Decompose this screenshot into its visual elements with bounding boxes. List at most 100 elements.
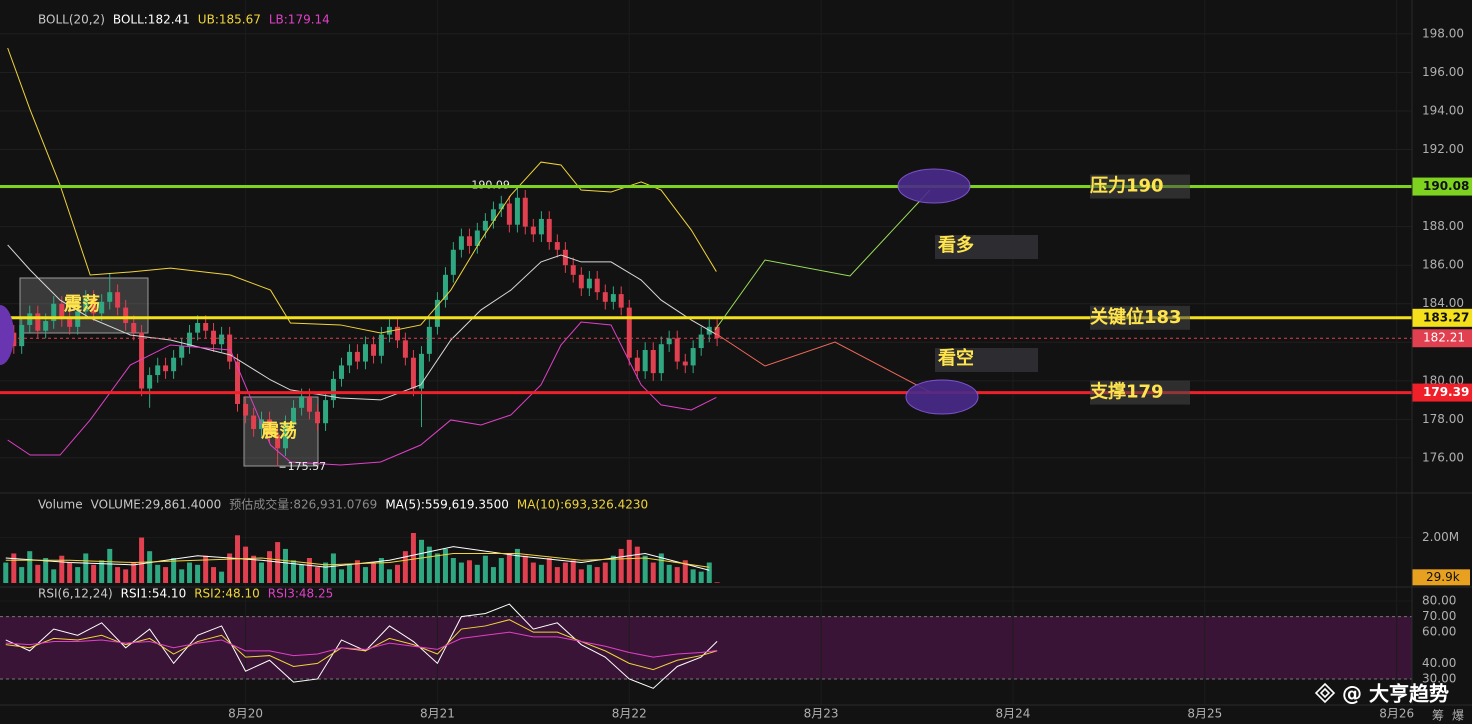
candle-body — [554, 242, 560, 250]
volume-bar — [195, 564, 201, 583]
volume-bar — [634, 546, 640, 583]
candle-body — [67, 319, 73, 327]
volume-bar — [347, 564, 353, 583]
level-tag-label: 179.39 — [1423, 385, 1469, 399]
volume-bar — [506, 553, 512, 583]
volume-bar — [323, 562, 329, 583]
volume-bar — [426, 546, 432, 583]
candle-body — [227, 334, 233, 362]
volume-bar — [19, 567, 25, 583]
volume-bar — [434, 553, 440, 583]
edge-marker — [0, 305, 14, 365]
watermark: @ 大亨趋势 — [1342, 682, 1449, 706]
volume-bar — [75, 567, 81, 583]
volume-bar — [450, 558, 456, 583]
candle-body — [714, 326, 720, 339]
volume-bar — [514, 548, 520, 583]
candle-body — [650, 349, 656, 374]
candle-body — [91, 297, 97, 314]
legend-item: Volume — [38, 498, 83, 512]
level-label-box — [1090, 305, 1190, 330]
candle-body — [147, 375, 153, 389]
candle-body — [107, 292, 113, 302]
candle-body — [395, 326, 401, 341]
last-price-label: 182.21 — [1423, 331, 1465, 345]
x-tick-label: 8月26 — [1379, 707, 1414, 721]
candle-body — [522, 197, 528, 227]
candle-body — [402, 340, 408, 358]
level-label: 关键位183 — [1090, 306, 1182, 328]
extreme-label: 190.09 — [471, 178, 510, 191]
volume-bar — [362, 567, 368, 583]
volume-bar — [83, 553, 89, 583]
y-tick-label: 184.00 — [1422, 296, 1464, 310]
data-layer: 176.00178.00180.00182.00184.00186.00188.… — [0, 13, 1472, 721]
legend-item: MA(10):693,326.4230 — [517, 498, 648, 512]
candle-body — [506, 203, 512, 225]
y-tick-label: 198.00 — [1422, 26, 1464, 40]
candle-body — [338, 365, 344, 379]
volume-bar — [219, 571, 225, 583]
level-tag — [1412, 308, 1472, 327]
candle-body — [570, 265, 576, 275]
candle-body — [618, 294, 624, 308]
candle-body — [235, 361, 241, 404]
legend-item: RSI1:54.10 — [121, 587, 187, 601]
last-price-tag — [1412, 329, 1472, 348]
volume-bar — [203, 555, 209, 583]
volume-bar — [666, 564, 672, 583]
candle-body — [490, 209, 496, 221]
volume-bar — [490, 567, 496, 583]
level-label: 压力190 — [1090, 176, 1164, 197]
candle-body — [275, 434, 281, 449]
candle-body — [163, 365, 169, 372]
volume-bar — [315, 567, 321, 583]
candle-body — [690, 348, 696, 366]
y-tick-label: 186.00 — [1422, 258, 1464, 272]
level-tag-label: 190.08 — [1423, 179, 1469, 193]
volume-bar — [3, 562, 9, 583]
volume-tag-label: 29.9k — [1426, 570, 1460, 584]
volume-bar — [299, 564, 305, 583]
candle-body — [410, 357, 416, 389]
candle-body — [530, 226, 536, 235]
volume-bar — [714, 582, 720, 583]
candle-body — [219, 334, 225, 345]
x-tick-label: 8月20 — [228, 707, 263, 721]
x-tick-label: 8月22 — [612, 707, 647, 721]
y-tick-label: 192.00 — [1422, 142, 1464, 156]
legend-item: VOLUME:29,861.4000 — [91, 498, 222, 512]
candle-body — [602, 292, 608, 302]
volume-bar — [690, 569, 696, 583]
candle-body — [195, 323, 201, 333]
volume-bar — [698, 571, 704, 583]
y-tick-label: 188.00 — [1422, 219, 1464, 233]
volume-bar — [155, 564, 161, 583]
volume-bar — [187, 562, 193, 583]
volume-bar — [395, 564, 401, 583]
volume-bar — [11, 553, 17, 583]
level-label-box — [1090, 174, 1190, 199]
volume-bar — [554, 567, 560, 583]
candle-body — [434, 299, 440, 327]
volume-bar — [91, 564, 97, 583]
y-tick-label: 70.00 — [1422, 609, 1456, 623]
bear-projection — [714, 332, 931, 393]
legend-item: RSI(6,12,24) — [38, 587, 113, 601]
candle-body — [562, 249, 568, 266]
candle-body — [674, 338, 680, 362]
candle-body — [546, 218, 552, 243]
legend-item: BOLL(20,2) — [38, 13, 105, 27]
candle-body — [426, 326, 432, 354]
volume-bar — [99, 560, 105, 583]
corner-label: 筹 — [1432, 709, 1444, 723]
candle-body — [538, 218, 544, 235]
indicator-line — [7, 244, 717, 401]
candle-body — [115, 292, 121, 308]
y-tick-label: 194.00 — [1422, 104, 1464, 118]
indicator-line — [7, 321, 717, 466]
candle-body — [386, 326, 392, 335]
candle-body — [59, 303, 65, 320]
volume-bar — [354, 560, 360, 583]
